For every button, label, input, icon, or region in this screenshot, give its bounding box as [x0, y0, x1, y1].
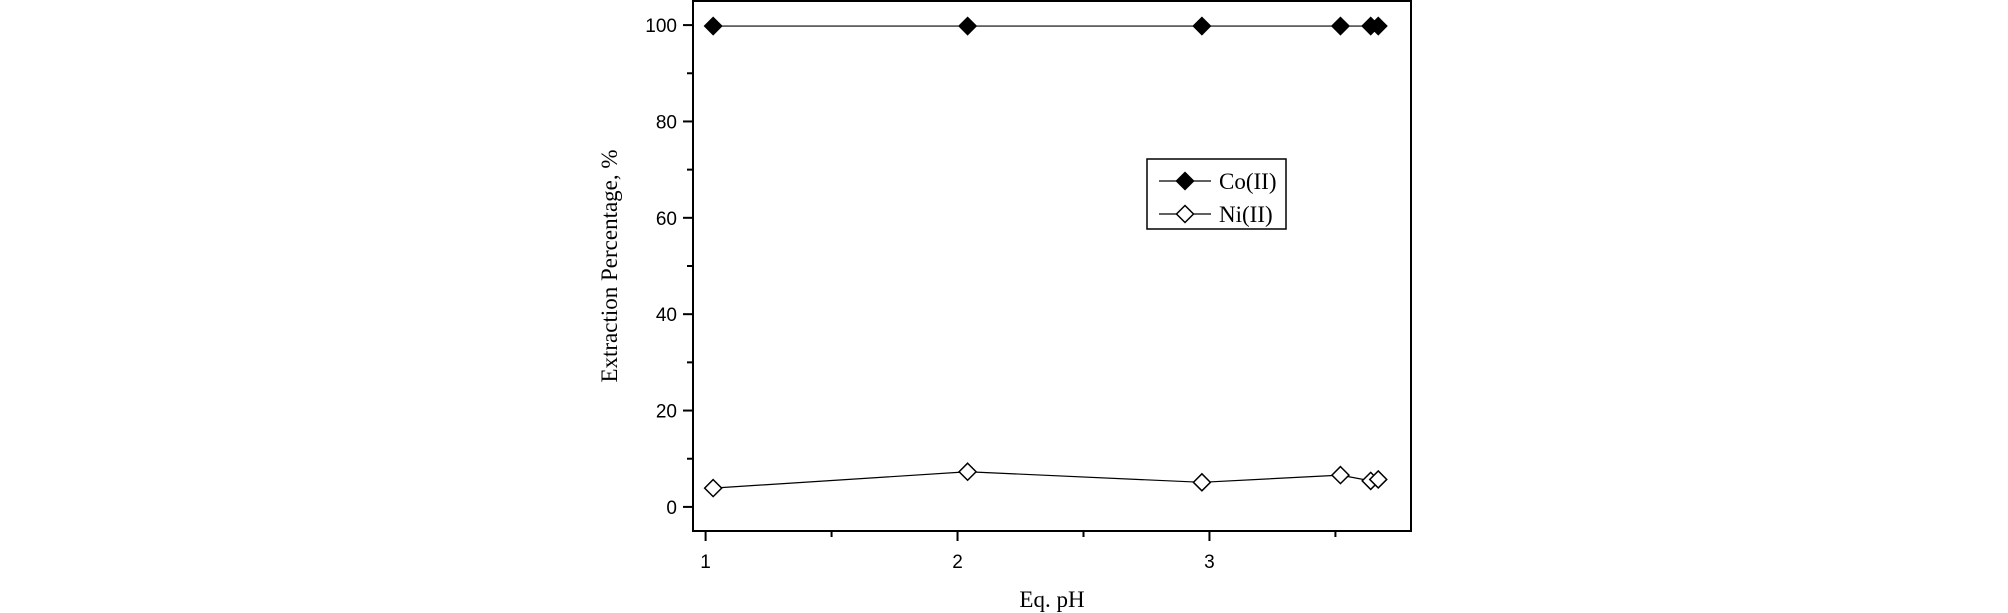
data-point [1368, 16, 1388, 36]
legend: Co(II) Ni(II) [1146, 158, 1287, 230]
tick-labels: 0 20 40 60 80 100 1 2 3 [645, 16, 1214, 573]
legend-label: Co(II) [1219, 169, 1276, 194]
data-point [703, 16, 723, 36]
y-axis-title: Extraction Percentage, % [597, 149, 622, 382]
data-point [1368, 469, 1388, 490]
data-point [1330, 465, 1351, 485]
data-point [703, 478, 723, 498]
axis-ticks [683, 24, 1337, 541]
x-tick-label: 3 [1204, 552, 1215, 573]
legend-label: Ni(II) [1219, 202, 1273, 227]
series-line [713, 471, 1379, 489]
series-co-ii [703, 16, 1388, 36]
series-layer [703, 16, 1388, 498]
plot-border [692, 0, 1412, 532]
y-tick-label: 80 [656, 112, 677, 133]
y-tick-label: 0 [666, 498, 677, 519]
y-tick-label: 40 [656, 305, 677, 326]
data-point [1330, 16, 1351, 36]
data-point [958, 462, 978, 482]
x-axis-title: Eq. pH [1019, 587, 1084, 612]
data-point [1192, 472, 1212, 492]
series-ni-ii [703, 462, 1388, 498]
x-tick-label: 2 [952, 552, 963, 573]
legend-box [1146, 158, 1287, 230]
x-tick-label: 1 [700, 552, 711, 573]
plot-frame [692, 0, 1412, 532]
legend-marker [1175, 171, 1195, 191]
y-tick-label: 20 [656, 402, 677, 423]
y-tick-label: 60 [656, 209, 677, 230]
legend-marker [1175, 204, 1195, 224]
data-point [958, 16, 978, 36]
y-tick-label: 100 [645, 16, 677, 37]
data-point [1192, 16, 1212, 36]
